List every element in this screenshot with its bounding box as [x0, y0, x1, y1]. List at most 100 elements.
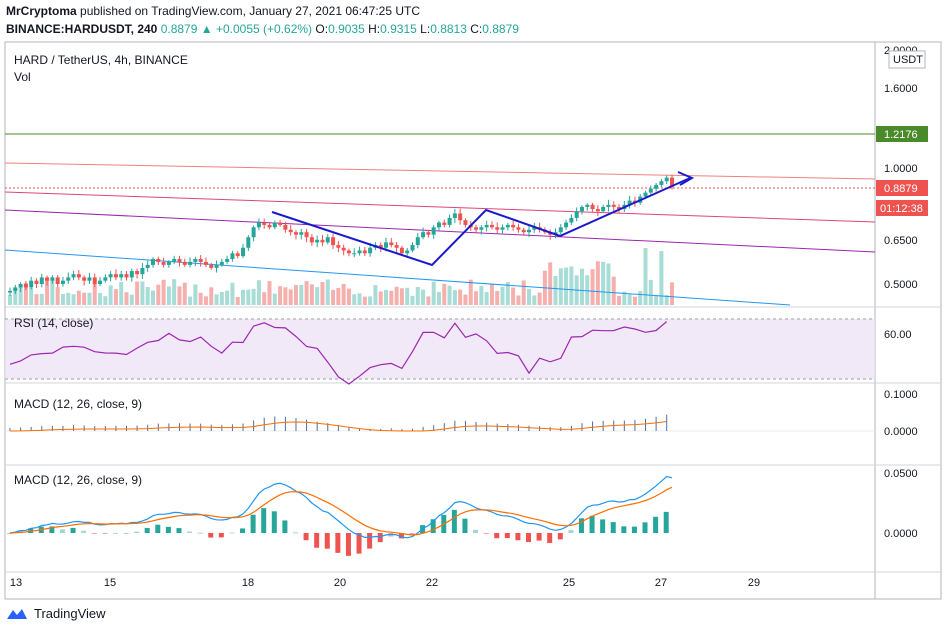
candle-body: [230, 253, 235, 259]
macd2-histogram-bar: [536, 533, 542, 541]
candle-body: [172, 258, 177, 262]
volume-bar: [262, 292, 267, 305]
channel-pink-line: [4, 191, 876, 223]
volume-bar: [166, 286, 171, 305]
volume-bar: [527, 288, 532, 305]
footer-brand[interactable]: TradingView: [34, 606, 106, 621]
macd2-histogram-bar: [59, 529, 65, 533]
candle-body: [8, 290, 12, 293]
volume-bar: [585, 275, 590, 305]
macd2-histogram-bar: [91, 533, 97, 534]
candle-body: [71, 274, 76, 278]
candle-body: [166, 261, 171, 265]
volume-bar: [304, 281, 309, 305]
volume-bar: [76, 290, 81, 305]
volume-bar: [426, 296, 431, 305]
candle-body: [357, 250, 362, 254]
volume-bar: [378, 291, 383, 305]
candle-body: [219, 261, 224, 265]
channel-top-line: [4, 162, 876, 180]
candle-body: [272, 222, 277, 228]
volume-bar: [320, 282, 325, 305]
macd2-histogram-bar: [345, 533, 351, 556]
macd2-histogram-bar: [261, 508, 267, 533]
candle-body: [336, 245, 341, 248]
candle-body: [405, 250, 410, 254]
resistance-level-label: 1.2176: [884, 129, 918, 141]
candle-body: [193, 258, 198, 262]
volume-bar: [632, 296, 637, 305]
macd2-histogram-bar: [303, 533, 309, 541]
volume-bar: [643, 248, 648, 305]
volume-bar: [648, 280, 653, 305]
volume-bar: [468, 279, 473, 305]
macd2-histogram-bar: [324, 533, 330, 549]
rsi-line: [9, 321, 668, 385]
candle-body: [135, 271, 140, 275]
macd2-histogram: [7, 508, 669, 556]
candle-body: [648, 188, 653, 193]
rsi-tick: 60.00: [884, 329, 912, 341]
volume-bar: [293, 285, 298, 305]
candle-body: [606, 204, 611, 207]
volume-bar: [177, 286, 182, 305]
macd1-pane-title: MACD (12, 26, close, 9): [14, 397, 142, 411]
candle-body: [643, 192, 648, 197]
macd2-histogram-bar: [568, 530, 574, 533]
macd2-histogram-bar: [473, 529, 479, 533]
footer: TradingView: [6, 606, 106, 621]
volume-bar: [34, 294, 39, 305]
volume-bar: [346, 288, 351, 305]
macd2-histogram-bar: [197, 532, 203, 534]
volume-bar: [463, 294, 468, 305]
macd2-histogram-bar: [134, 531, 140, 533]
volume-bar: [29, 288, 34, 305]
candle-body: [601, 206, 606, 212]
time-axis-label: 25: [563, 577, 575, 589]
candle-body: [474, 227, 479, 230]
macd2-histogram-bar: [81, 530, 87, 533]
candle-body: [527, 229, 532, 233]
volume-bar: [569, 266, 574, 305]
volume-bar: [484, 292, 489, 305]
macd2-histogram-bar: [112, 532, 118, 534]
trend-drawing[interactable]: [271, 171, 695, 267]
channel-purple-line: [4, 209, 876, 253]
volume-bar: [129, 294, 134, 305]
low-label: L:: [420, 22, 431, 36]
macd2-histogram-bar: [176, 528, 182, 533]
candle-body: [283, 224, 288, 230]
macd2-histogram-bar: [642, 522, 648, 533]
macd2-histogram-bar: [335, 533, 341, 553]
volume-bar: [55, 287, 60, 305]
volume-bar: [8, 294, 12, 305]
time-axis[interactable]: 13 15 18 20 22 25 27 29: [10, 577, 760, 589]
candle-body: [92, 277, 97, 284]
macd2-histogram-bar: [578, 518, 584, 533]
macd2-histogram-bar: [494, 533, 500, 539]
volume-bar: [442, 283, 447, 305]
volume-bar: [209, 287, 214, 305]
candle-body: [415, 237, 420, 246]
macd1-tick: 0.0000: [884, 426, 918, 438]
candle-body: [558, 227, 563, 233]
macd2-tick: 0.0500: [884, 468, 918, 480]
currency-box[interactable]: [888, 50, 926, 69]
macd2-histogram-bar: [504, 533, 510, 539]
volume-bar: [341, 284, 346, 305]
candle-body: [246, 237, 251, 248]
volume-bar: [172, 279, 177, 305]
zigzag-pattern-line[interactable]: [271, 177, 691, 267]
chart-canvas[interactable]: HARD / TetherUS, 4h, BINANCE Vol 2.0000 …: [0, 40, 946, 600]
candle-body: [124, 274, 129, 278]
macd2-histogram-bar: [653, 516, 659, 533]
publisher-name[interactable]: MrCryptoma: [6, 4, 77, 18]
volume-bar: [664, 295, 669, 305]
volume-bar: [71, 294, 76, 305]
candle-body: [320, 239, 325, 243]
candle-body: [574, 211, 579, 218]
time-axis-label: 15: [104, 577, 116, 589]
candle-body: [66, 277, 71, 281]
volume-bar: [230, 282, 235, 305]
main-pane-title: HARD / TetherUS, 4h, BINANCE: [14, 53, 188, 67]
